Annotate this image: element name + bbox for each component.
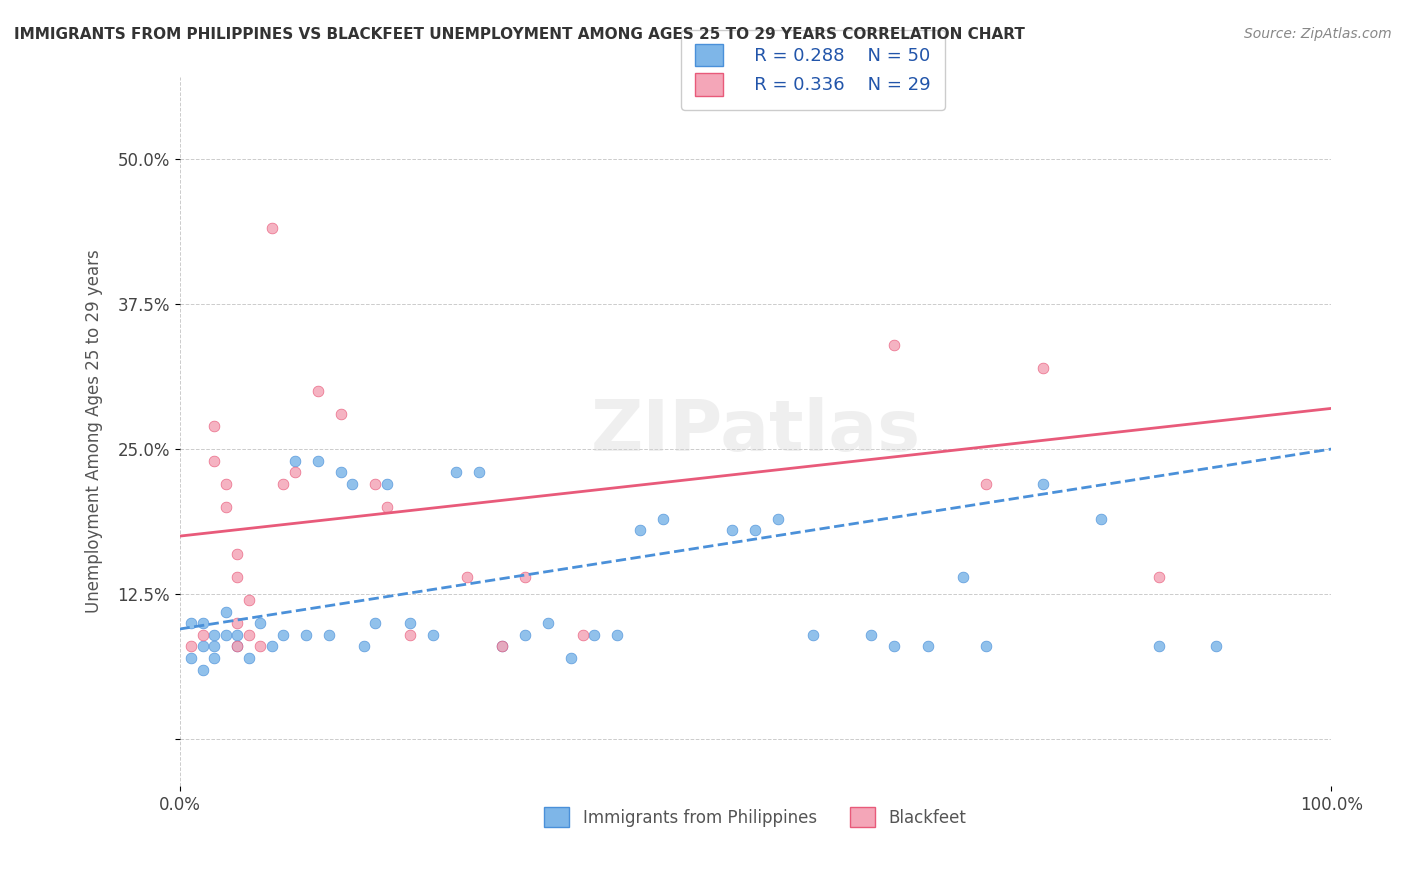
Point xyxy=(859,628,882,642)
Point xyxy=(468,465,491,479)
Point xyxy=(571,628,593,642)
Point xyxy=(249,616,271,631)
Point xyxy=(801,628,824,642)
Point xyxy=(652,512,675,526)
Point xyxy=(375,476,398,491)
Point xyxy=(422,628,444,642)
Point xyxy=(1090,512,1112,526)
Point xyxy=(180,640,202,654)
Point xyxy=(883,640,905,654)
Point xyxy=(974,640,997,654)
Point xyxy=(226,547,249,561)
Text: IMMIGRANTS FROM PHILIPPINES VS BLACKFEET UNEMPLOYMENT AMONG AGES 25 TO 29 YEARS : IMMIGRANTS FROM PHILIPPINES VS BLACKFEET… xyxy=(14,27,1025,42)
Point xyxy=(560,651,582,665)
Point xyxy=(329,407,352,421)
Point xyxy=(202,628,225,642)
Point xyxy=(768,512,790,526)
Point xyxy=(1032,360,1054,375)
Point xyxy=(1147,640,1170,654)
Point xyxy=(191,616,214,631)
Text: Source: ZipAtlas.com: Source: ZipAtlas.com xyxy=(1244,27,1392,41)
Point xyxy=(318,628,340,642)
Point xyxy=(238,651,260,665)
Point xyxy=(202,453,225,467)
Point xyxy=(180,651,202,665)
Point xyxy=(271,476,294,491)
Point xyxy=(1032,476,1054,491)
Point xyxy=(1205,640,1227,654)
Point xyxy=(917,640,939,654)
Point xyxy=(191,628,214,642)
Point xyxy=(974,476,997,491)
Point xyxy=(537,616,560,631)
Legend: Immigrants from Philippines, Blackfeet: Immigrants from Philippines, Blackfeet xyxy=(537,800,973,834)
Point xyxy=(329,465,352,479)
Point xyxy=(375,500,398,514)
Point xyxy=(307,453,329,467)
Text: ZIPatlas: ZIPatlas xyxy=(591,397,921,467)
Point xyxy=(214,628,236,642)
Point xyxy=(202,651,225,665)
Point xyxy=(342,476,364,491)
Point xyxy=(721,524,744,538)
Point xyxy=(214,476,236,491)
Point xyxy=(191,640,214,654)
Point xyxy=(399,616,422,631)
Point xyxy=(583,628,606,642)
Point xyxy=(249,640,271,654)
Point xyxy=(226,640,249,654)
Point xyxy=(744,524,766,538)
Point xyxy=(399,628,422,642)
Point xyxy=(628,524,651,538)
Point xyxy=(202,640,225,654)
Point xyxy=(260,640,283,654)
Point xyxy=(491,640,513,654)
Point xyxy=(444,465,467,479)
Point xyxy=(513,570,536,584)
Point xyxy=(226,628,249,642)
Point xyxy=(284,465,307,479)
Point xyxy=(214,500,236,514)
Point xyxy=(606,628,628,642)
Point xyxy=(214,605,236,619)
Point xyxy=(364,476,387,491)
Point xyxy=(364,616,387,631)
Point xyxy=(353,640,375,654)
Point xyxy=(226,570,249,584)
Point xyxy=(226,616,249,631)
Point xyxy=(883,337,905,351)
Point xyxy=(952,570,974,584)
Point xyxy=(1147,570,1170,584)
Point xyxy=(457,570,479,584)
Point xyxy=(491,640,513,654)
Point xyxy=(202,418,225,433)
Point xyxy=(191,663,214,677)
Point xyxy=(260,221,283,235)
Point xyxy=(180,616,202,631)
Point xyxy=(238,628,260,642)
Point xyxy=(295,628,318,642)
Point xyxy=(226,640,249,654)
Y-axis label: Unemployment Among Ages 25 to 29 years: Unemployment Among Ages 25 to 29 years xyxy=(86,250,103,614)
Point xyxy=(284,453,307,467)
Point xyxy=(513,628,536,642)
Point xyxy=(238,593,260,607)
Point xyxy=(271,628,294,642)
Point xyxy=(307,384,329,398)
